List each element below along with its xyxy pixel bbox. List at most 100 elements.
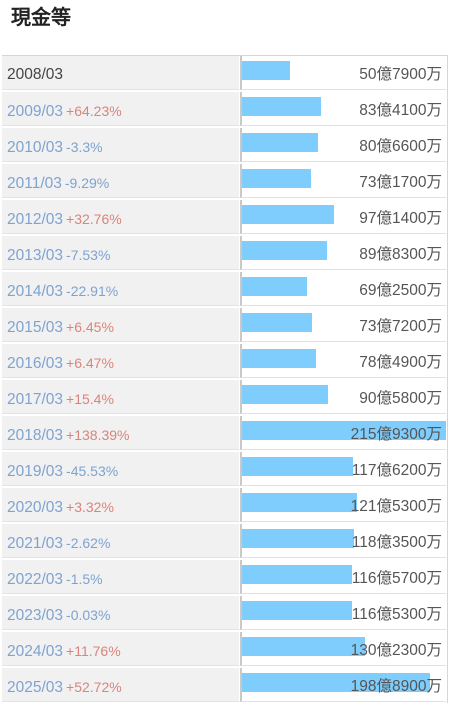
change-label: +11.76% (66, 643, 121, 659)
period-cell: 2019/03 -45.53% (2, 452, 240, 486)
period-label: 2015/03 +6.45% (7, 308, 114, 347)
value-label: 118億3500万 (351, 534, 442, 551)
bar-cell: 50億7900万 (240, 56, 446, 90)
change-label: -2.62% (66, 535, 111, 551)
value-bar (242, 349, 316, 368)
value-bar (242, 421, 446, 440)
value-label: 80億6600万 (359, 138, 442, 155)
bar-cell: 69億2500万 (240, 272, 446, 306)
table-row: 2021/03 -2.62% 118億3500万 (2, 524, 448, 560)
bar-cell: 117億6200万 (240, 452, 446, 486)
bar-cell: 215億9300万 (240, 416, 446, 450)
period-label: 2009/03 +64.23% (7, 92, 122, 131)
bar-cell: 116億5700万 (240, 560, 446, 594)
value-label: 90億5800万 (359, 390, 442, 407)
period-text: 2015/03 (7, 319, 64, 336)
bar-cell: 80億6600万 (240, 128, 446, 162)
value-bar (242, 61, 290, 80)
cash-bar-table: 2008/03 50億7900万 2009/03 +64.23% 83億4100万 201… (2, 55, 448, 704)
bar-cell: 116億5300万 (240, 596, 446, 630)
table-row: 2014/03 -22.91% 69億2500万 (2, 272, 448, 308)
period-cell: 2011/03 -9.29% (2, 164, 240, 198)
bar-cell: 121億5300万 (240, 488, 446, 522)
period-cell: 2022/03 -1.5% (2, 560, 240, 594)
change-label: +6.45% (66, 319, 114, 335)
table-row: 2010/03 -3.3% 80億6600万 (2, 128, 448, 164)
change-label: -22.91% (66, 283, 119, 299)
period-label: 2019/03 -45.53% (7, 452, 118, 491)
change-label: -0.03% (66, 607, 111, 623)
change-label: +138.39% (66, 427, 130, 443)
period-cell: 2024/03 +11.76% (2, 632, 240, 666)
bar-cell: 78億4900万 (240, 344, 446, 378)
value-label: 73億7200万 (359, 318, 442, 335)
period-text: 2010/03 (7, 139, 64, 156)
value-label: 116億5700万 (351, 570, 442, 587)
bar-cell: 73億7200万 (240, 308, 446, 342)
table-row: 2022/03 -1.5% 116億5700万 (2, 560, 448, 596)
period-label: 2021/03 -2.62% (7, 524, 110, 563)
value-label: 89億8300万 (359, 246, 442, 263)
value-bar (242, 493, 357, 512)
period-label: 2011/03 -9.29% (7, 164, 109, 203)
bar-cell: 118億3500万 (240, 524, 446, 558)
value-bar (242, 205, 334, 224)
value-bar (242, 601, 352, 620)
value-bar (242, 313, 312, 332)
value-label: 83億4100万 (359, 102, 442, 119)
bar-cell: 73億1700万 (240, 164, 446, 198)
change-label: -9.29% (64, 175, 110, 191)
value-bar (242, 637, 365, 656)
table-row: 2025/03 +52.72% 198億8900万 (2, 668, 448, 704)
bar-cell: 90億5800万 (240, 380, 446, 414)
bar-cell: 89億8300万 (240, 236, 446, 270)
period-text: 2014/03 (7, 283, 64, 300)
period-text: 2021/03 (7, 535, 64, 552)
change-label: +15.4% (66, 391, 114, 407)
period-cell: 2018/03 +138.39% (2, 416, 240, 450)
change-label: -1.5% (66, 571, 103, 587)
period-label: 2016/03 +6.47% (7, 344, 114, 383)
change-label: +64.23% (66, 103, 122, 119)
period-text: 2017/03 (7, 391, 64, 408)
value-bar (242, 169, 311, 188)
period-cell: 2010/03 -3.3% (2, 128, 240, 162)
value-bar (242, 133, 318, 152)
table-row: 2013/03 -7.53% 89億8300万 (2, 236, 448, 272)
bar-cell: 83億4100万 (240, 92, 446, 126)
value-label: 73億1700万 (359, 174, 442, 191)
table-row: 2008/03 50億7900万 (2, 56, 448, 92)
change-label: +6.47% (66, 355, 114, 371)
period-text: 2019/03 (7, 463, 64, 480)
period-text: 2008/03 (7, 66, 64, 83)
value-bar (242, 97, 321, 116)
value-bar (242, 529, 354, 548)
table-row: 2009/03 +64.23% 83億4100万 (2, 92, 448, 128)
table-row: 2023/03 -0.03% 116億5300万 (2, 596, 448, 632)
value-label: 198億8900万 (350, 678, 442, 695)
period-label: 2023/03 -0.03% (7, 596, 110, 635)
period-label: 2013/03 -7.53% (7, 236, 110, 275)
value-label: 116億5300万 (351, 606, 442, 623)
value-bar (242, 385, 328, 404)
period-label: 2008/03 (7, 56, 63, 94)
table-row: 2011/03 -9.29% 73億1700万 (2, 164, 448, 200)
period-cell: 2021/03 -2.62% (2, 524, 240, 558)
period-text: 2016/03 (7, 355, 64, 372)
table-row: 2012/03 +32.76% 97億1400万 (2, 200, 448, 236)
value-label: 69億2500万 (359, 282, 442, 299)
period-cell: 2015/03 +6.45% (2, 308, 240, 342)
change-label: +52.72% (66, 679, 122, 695)
period-cell: 2017/03 +15.4% (2, 380, 240, 414)
value-label: 121億5300万 (350, 498, 442, 515)
table-row: 2016/03 +6.47% 78億4900万 (2, 344, 448, 380)
value-label: 78億4900万 (359, 354, 442, 371)
period-cell: 2009/03 +64.23% (2, 92, 240, 126)
value-bar (242, 565, 352, 584)
period-label: 2017/03 +15.4% (7, 380, 114, 419)
period-text: 2022/03 (7, 571, 64, 588)
period-cell: 2013/03 -7.53% (2, 236, 240, 270)
change-label: -3.3% (66, 139, 103, 155)
period-label: 2010/03 -3.3% (7, 128, 103, 167)
value-bar (242, 457, 353, 476)
